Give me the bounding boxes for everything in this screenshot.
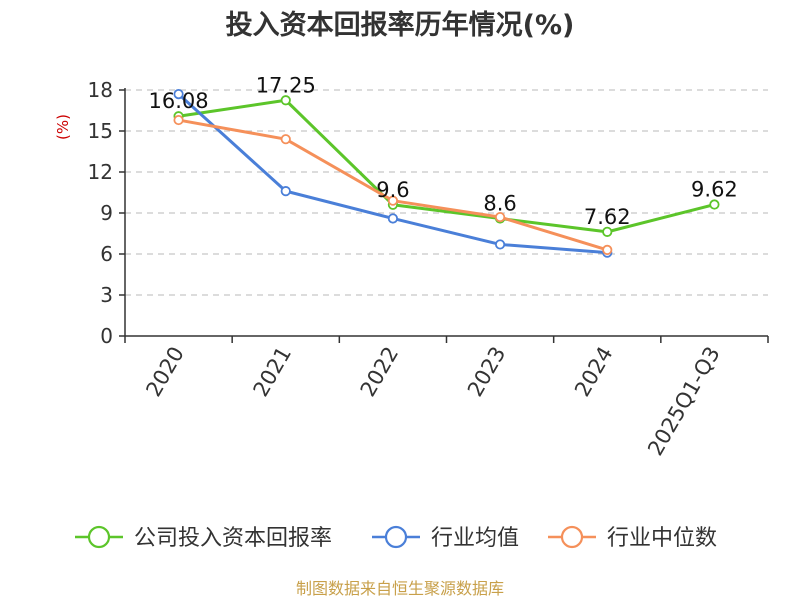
x-tick-label: 2020 <box>141 343 189 401</box>
source-note: 制图数据来自恒生聚源数据库 <box>296 579 504 598</box>
data-point <box>387 213 399 224</box>
y-tick-label: 12 <box>88 160 113 184</box>
legend-marker <box>384 525 408 549</box>
x-tick-label: 2021 <box>249 343 297 401</box>
y-tick-label: 9 <box>100 201 113 225</box>
legend-label: 行业中位数 <box>607 526 717 551</box>
data-point <box>494 212 506 223</box>
legend-marker <box>560 525 584 549</box>
data-point <box>280 186 291 197</box>
data-label: 8.6 <box>483 191 516 215</box>
data-point <box>387 195 399 206</box>
data-label: 16.08 <box>149 89 209 113</box>
data-point <box>602 244 613 255</box>
x-tick-label: 2022 <box>356 343 404 401</box>
data-point <box>173 89 184 100</box>
data-label: 17.25 <box>256 73 316 97</box>
legend-label: 公司投入资本回报率 <box>134 526 332 551</box>
legend-label: 行业均值 <box>431 526 519 551</box>
data-point <box>280 95 291 106</box>
data-point <box>709 199 720 210</box>
data-label: 9.6 <box>376 178 409 202</box>
y-axis-label: (%) <box>54 114 72 140</box>
data-labels: 16.08 17.25 9.6 8.6 7.62 9.62 <box>149 73 738 229</box>
y-tick-label: 0 <box>100 324 113 348</box>
x-tick-label: 2025Q1-Q3 <box>643 343 725 460</box>
x-tick-label: 2023 <box>463 343 511 401</box>
data-point <box>280 134 291 145</box>
data-label: 7.62 <box>584 205 631 229</box>
legend: 公司投入资本回报率 行业均值 行业中位数 <box>75 525 717 551</box>
x-tick-label: 2024 <box>570 343 618 401</box>
y-tick-label: 3 <box>100 283 113 307</box>
series-layer <box>173 89 720 258</box>
data-point <box>494 239 506 250</box>
data-point <box>602 226 613 237</box>
y-tick-label: 6 <box>100 242 113 266</box>
axes: 0 3 6 9 12 15 18 2020 2021 2022 2023 2024 2025Q1-Q3 <box>88 78 769 460</box>
series-line-0 <box>177 98 716 234</box>
legend-marker <box>87 525 111 549</box>
chart-title: 投入资本回报率历年情况(%) <box>226 9 575 41</box>
data-label: 9.62 <box>691 178 738 202</box>
y-tick-label: 18 <box>88 78 113 102</box>
data-point <box>173 114 184 126</box>
gridlines <box>125 89 768 296</box>
y-tick-label: 15 <box>88 119 113 143</box>
